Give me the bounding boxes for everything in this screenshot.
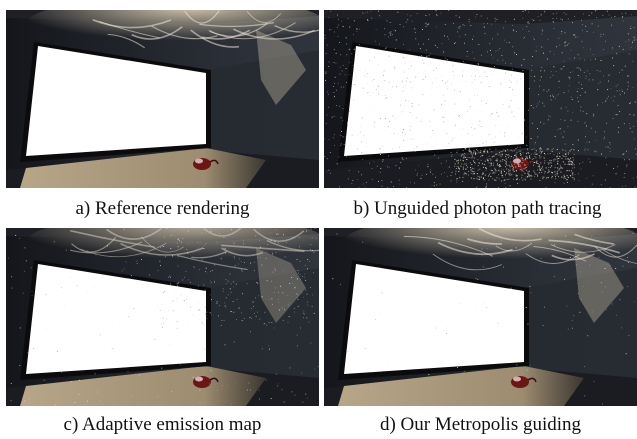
render-image: [6, 228, 319, 406]
teapot-object: [511, 376, 537, 388]
noise-speckles: [324, 10, 637, 188]
floor-light: [20, 366, 266, 406]
panel-a-render: [6, 10, 319, 188]
floor-light: [20, 148, 266, 188]
ceiling: [324, 10, 637, 24]
panel-b-render: [324, 10, 637, 188]
render-image: [6, 10, 319, 188]
ceiling-caustics: [26, 228, 319, 323]
floor-light: [338, 366, 584, 406]
window: [344, 264, 524, 374]
caption-c: c) Adaptive emission map: [63, 414, 262, 435]
caption-a: a) Reference rendering: [75, 198, 250, 219]
noise-speckles: [332, 228, 635, 405]
panel-c-render: [6, 228, 319, 406]
teapot-object: [193, 376, 219, 388]
caption-d: d) Our Metropolis guiding: [379, 414, 582, 435]
ceiling-caustics: [26, 10, 319, 105]
window: [26, 46, 206, 156]
ceiling-caustics: [344, 228, 637, 323]
caption-b: b) Unguided photon path tracing: [353, 198, 602, 219]
floor-shadow: [324, 150, 637, 188]
noise-speckles: [8, 228, 319, 406]
teapot-object: [193, 158, 219, 170]
render-image: [324, 228, 637, 406]
floor-noise: [454, 148, 575, 181]
panel-d-render: [324, 228, 637, 406]
render-image: [324, 10, 637, 188]
window: [344, 46, 524, 156]
window: [26, 264, 206, 374]
